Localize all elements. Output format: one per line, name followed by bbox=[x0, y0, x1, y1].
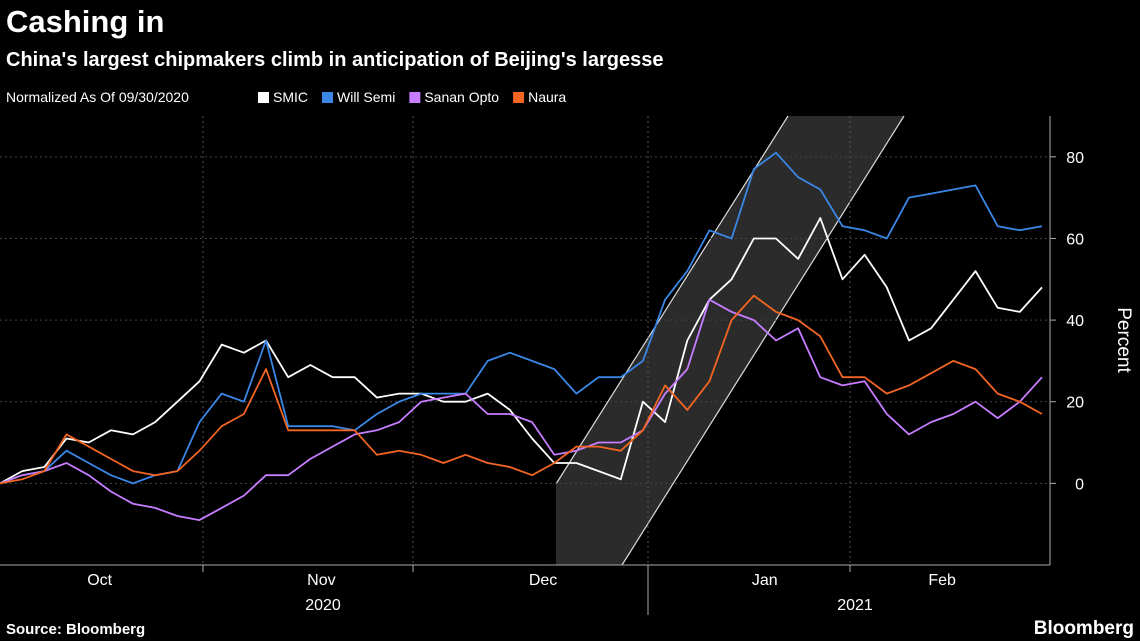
y-axis-label: Percent bbox=[1113, 307, 1134, 373]
x-tick-label: Oct bbox=[87, 572, 112, 589]
series-line bbox=[0, 298, 1043, 521]
band-edge bbox=[555, 115, 789, 485]
year-label: 2021 bbox=[837, 597, 873, 614]
legend-swatch bbox=[258, 92, 269, 103]
chart-subtitle: China's largest chipmakers climb in anti… bbox=[6, 49, 663, 71]
y-tick-label: 0 bbox=[1075, 476, 1084, 493]
brand: Bloomberg bbox=[1034, 618, 1134, 639]
legend-title: Normalized As Of 09/30/2020 bbox=[6, 89, 189, 105]
legend-swatch bbox=[322, 92, 333, 103]
trend-band bbox=[556, 116, 904, 565]
legend-swatch bbox=[409, 92, 421, 103]
series-line bbox=[0, 217, 1043, 485]
band-edge bbox=[621, 115, 905, 566]
y-tick-label: 20 bbox=[1066, 395, 1084, 412]
y-tick-label: 60 bbox=[1066, 231, 1084, 248]
x-tick-label: Feb bbox=[928, 572, 956, 589]
y-tick-label: 40 bbox=[1066, 313, 1084, 330]
legend-label: SMIC bbox=[273, 89, 308, 105]
month-ticks bbox=[202, 565, 851, 615]
x-tick-label: Nov bbox=[307, 572, 335, 589]
legend-label: Sanan Opto bbox=[424, 89, 499, 105]
legend-label: Will Semi bbox=[337, 89, 395, 105]
y-tick-label: 80 bbox=[1066, 150, 1084, 167]
legend-label: Naura bbox=[528, 89, 566, 105]
x-tick-label: Jan bbox=[752, 572, 778, 589]
year-label: 2020 bbox=[305, 597, 341, 614]
x-tick-label: Dec bbox=[529, 572, 557, 589]
legend: SMIC Will Semi Sanan Opto Naura bbox=[258, 89, 566, 105]
series-line bbox=[0, 294, 1043, 485]
source: Source: Bloomberg bbox=[6, 621, 145, 638]
chart-title: Cashing in bbox=[6, 4, 164, 39]
legend-swatch bbox=[513, 92, 525, 103]
